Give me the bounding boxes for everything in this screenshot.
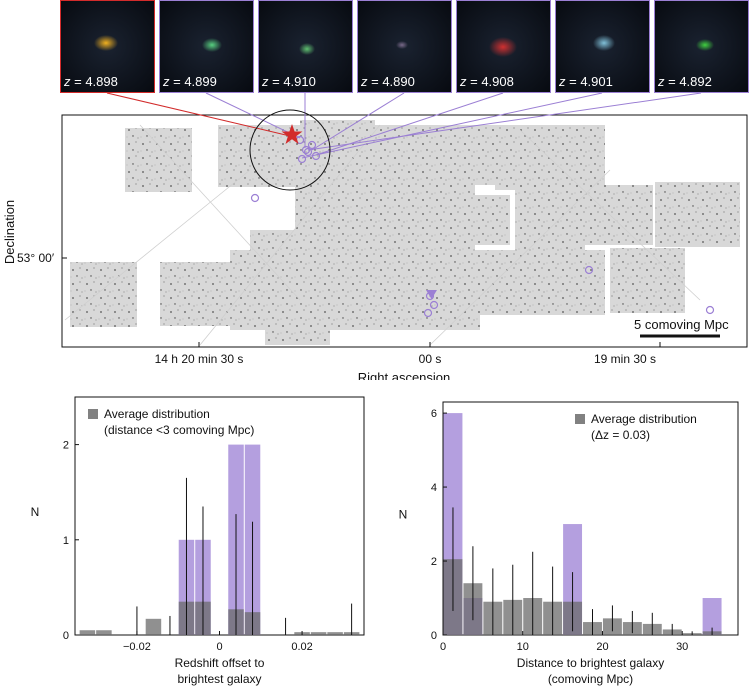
member-galaxy-markers [250, 135, 715, 318]
connector-line [106, 92, 291, 137]
redshift-label: z = 4.892 [658, 74, 712, 89]
galaxy-thumbnail: z = 4.890 [357, 0, 452, 93]
legend-label: Average distribution [104, 407, 210, 421]
survey-tile [515, 185, 585, 250]
connector-line [205, 92, 301, 139]
member-galaxy-marker [297, 154, 307, 164]
x-tick-label: 30 [676, 641, 688, 653]
survey-tile [495, 125, 605, 190]
survey-tile [475, 250, 605, 315]
y-tick-label: 6 [431, 408, 437, 420]
search-radius-circle [249, 109, 331, 191]
ra-tick-label: 14 h 20 min 30 s [155, 352, 244, 366]
galaxy-thumbnail: z = 4.892 [654, 0, 749, 93]
average-bar [327, 632, 343, 635]
member-galaxy-marker [250, 193, 260, 203]
survey-tile [655, 182, 740, 247]
x-tick-label: 0 [216, 641, 222, 653]
brightest-galaxy-star [281, 124, 303, 144]
y-tick-label: 1 [63, 535, 69, 547]
member-galaxy-marker [307, 140, 317, 150]
legend-swatch [88, 409, 98, 419]
x-tick-label: 20 [596, 641, 608, 653]
observed-bar [702, 598, 722, 635]
tile-edge [429, 169, 611, 346]
scalebar-background [630, 316, 742, 346]
average-bar [79, 630, 96, 635]
member-galaxy-marker [311, 151, 321, 161]
x-tick-label: 0.02 [291, 641, 312, 653]
galaxy-thumbnail: z = 4.908 [456, 0, 551, 93]
survey-tiles [64, 120, 740, 346]
dec-tick-label: 53° 00′ [17, 251, 55, 265]
redshift-label: z = 4.901 [559, 74, 613, 89]
triangle-marker [426, 290, 437, 299]
y-tick-label: 4 [431, 482, 437, 494]
survey-tile [160, 262, 230, 326]
scalebar-label: 5 comoving Mpc [634, 317, 729, 332]
survey-tile [70, 262, 137, 327]
galaxy-thumbnail: z = 4.899 [159, 0, 254, 93]
sky-map: 5 comoving Mpc 53° 00′ Declination 14 h … [2, 92, 748, 380]
survey-tile [265, 255, 330, 345]
survey-tile [395, 250, 480, 330]
galaxy-thumbnail: z = 4.901 [555, 0, 650, 93]
x-tick-label: −0.02 [123, 641, 151, 653]
legend-label: Average distribution [591, 412, 697, 426]
map-xlabel: Right ascension [358, 370, 451, 380]
member-galaxy-marker [705, 305, 715, 315]
connector-line [301, 92, 603, 159]
x-axis-label: Redshift offset to [175, 656, 265, 670]
redshift-label: z = 4.898 [64, 74, 118, 89]
redshift-label: z = 4.908 [460, 74, 514, 89]
galaxy-thumbnail: z = 4.898 [60, 0, 155, 93]
tile-edge [64, 169, 251, 321]
galaxy-thumbnail: z = 4.910 [258, 0, 353, 93]
y-tick-label: 2 [431, 556, 437, 568]
ra-tick-label: 00 s [419, 352, 442, 366]
survey-tile [470, 195, 510, 245]
redshift-label: z = 4.910 [262, 74, 316, 89]
x-tick-label: 0 [440, 641, 446, 653]
connector-lines [106, 92, 702, 159]
y-tick-label: 0 [431, 630, 437, 642]
y-axis-label: N [31, 505, 40, 519]
member-galaxy-marker [429, 300, 439, 310]
legend-swatch [575, 414, 585, 424]
connector-line [307, 92, 702, 151]
tile-edge [139, 124, 301, 301]
member-galaxy-marker [303, 147, 313, 157]
average-bar [96, 630, 112, 635]
x-axis-label: brightest galaxy [177, 672, 261, 686]
map-ylabel: Declination [2, 200, 17, 264]
legend-label: (distance <3 comoving Mpc) [104, 423, 254, 437]
y-axis-label: N [399, 508, 408, 522]
survey-tile [125, 128, 192, 192]
survey-tile [230, 250, 275, 330]
member-galaxy-marker [423, 308, 433, 318]
redshift-offset-histogram: −0.02 0 0.02 0 1 2 N Redshift offset to brightes… [31, 396, 365, 686]
member-galaxy-marker [301, 145, 311, 155]
redshift-label: z = 4.899 [163, 74, 217, 89]
average-bar [145, 618, 162, 635]
y-tick-label: 0 [63, 630, 69, 642]
member-galaxy-marker [584, 265, 594, 275]
x-axis-label: Distance to brightest galaxy [517, 656, 664, 670]
tile-edge [519, 129, 701, 301]
survey-tile [610, 248, 685, 313]
legend-label: (Δz = 0.03) [591, 428, 650, 442]
x-tick-label: 10 [517, 641, 529, 653]
ra-tick-label: 19 min 30 s [594, 352, 656, 366]
distance-histogram: 0 10 20 30 0 2 4 6 N Distance to brightest galaxy… [399, 401, 739, 686]
connector-line [311, 92, 405, 151]
x-axis-label: (comoving Mpc) [548, 672, 633, 686]
y-tick-label: 2 [63, 440, 69, 452]
tile-edge [199, 124, 381, 346]
survey-tile [585, 185, 653, 245]
average-bar [310, 632, 327, 635]
redshift-label: z = 4.890 [361, 74, 415, 89]
